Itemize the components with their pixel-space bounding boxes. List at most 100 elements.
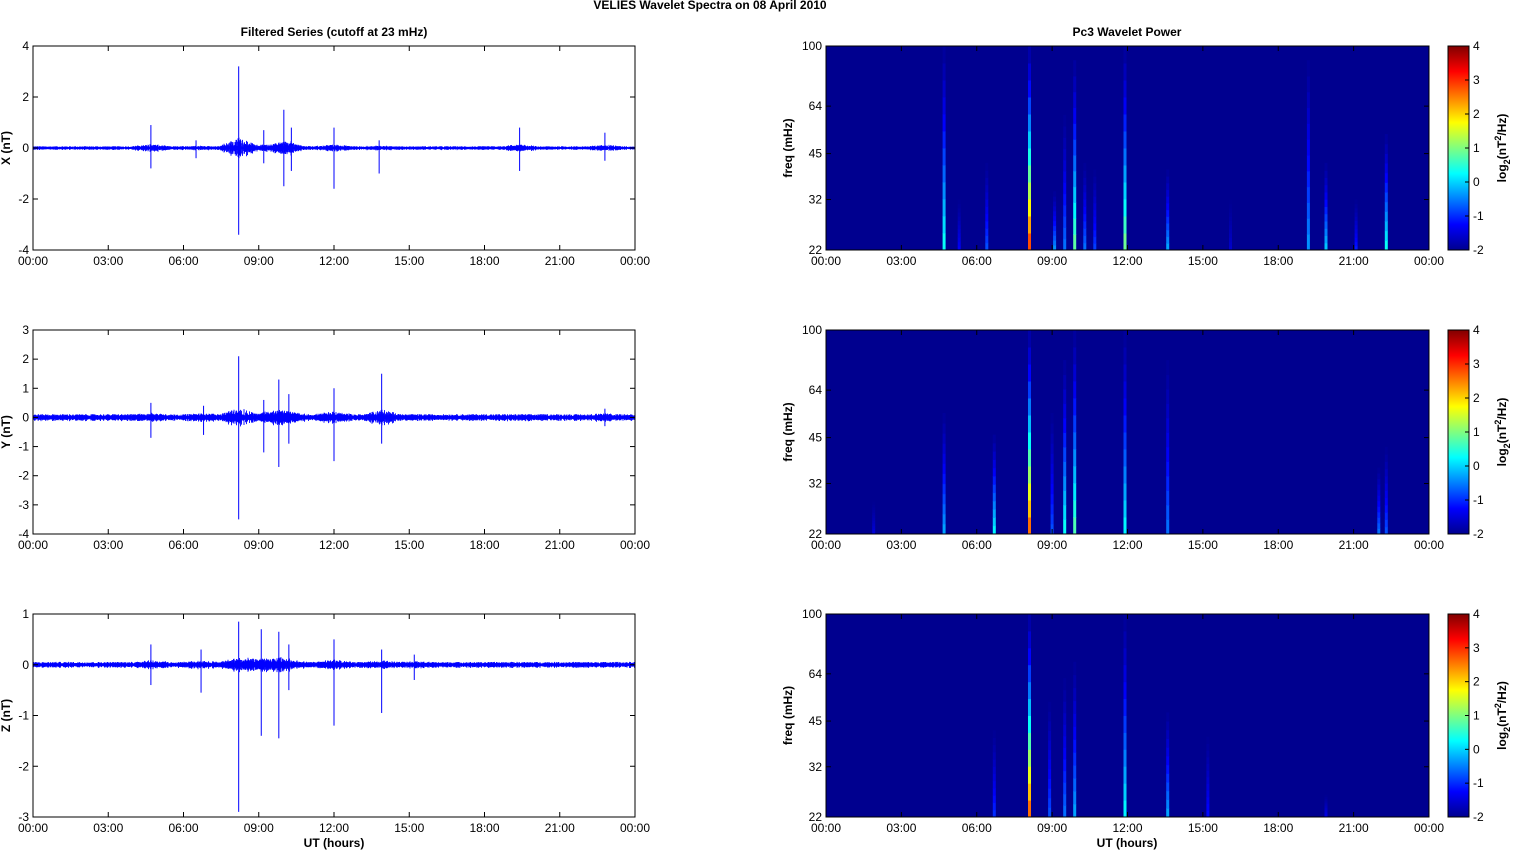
streak-segment <box>1324 802 1328 805</box>
streak-segment <box>1053 206 1057 212</box>
streak-segment <box>942 165 946 183</box>
streak-segment <box>1306 202 1310 219</box>
streak-segment <box>1166 236 1170 244</box>
streak-segment <box>1063 432 1067 448</box>
streak-segment <box>942 433 946 444</box>
streak-segment <box>1384 490 1388 499</box>
streak-segment <box>1028 681 1031 700</box>
streak-segment <box>1229 224 1232 230</box>
colorbar-tick-label: 3 <box>1473 73 1480 87</box>
x-tick-label-left-0-5: 15:00 <box>394 254 424 268</box>
streak-segment <box>957 216 961 221</box>
streak-segment <box>1028 800 1031 818</box>
streak-segment <box>992 500 996 510</box>
x-tick-label-right-1-1: 03:00 <box>886 538 916 552</box>
streak-segment <box>985 170 989 178</box>
streak-segment <box>1123 148 1127 166</box>
streak-segment <box>1028 766 1031 784</box>
y-tick-label: 0 <box>22 141 29 155</box>
y-axis-label: Z (nT) <box>0 699 13 732</box>
streak-segment <box>1324 798 1328 801</box>
streak-segment <box>1093 169 1097 177</box>
y-tick-label: -3 <box>18 810 29 824</box>
streak-segment <box>1384 163 1388 174</box>
streak-segment <box>1028 732 1031 750</box>
streak-segment <box>1073 139 1077 156</box>
streak-segment <box>1229 216 1232 221</box>
streak-segment <box>1063 374 1067 390</box>
y-tick-label: 45 <box>809 431 823 445</box>
streak-segment <box>1123 647 1127 666</box>
streak-segment <box>1063 724 1067 737</box>
streak-segment <box>1166 403 1170 419</box>
power-streak-11 <box>1229 199 1232 251</box>
streak-segment <box>1073 218 1077 235</box>
streak-segment <box>942 413 946 424</box>
left-column-title: Filtered Series (cutoff at 23 mHz) <box>241 25 428 39</box>
streak-segment <box>1384 454 1388 462</box>
streak-segment <box>992 492 996 502</box>
power-streak-5 <box>1123 614 1127 818</box>
y-tick-label: 0 <box>22 658 29 672</box>
streak-segment <box>1354 229 1358 234</box>
streak-segment <box>1229 237 1232 243</box>
power-streak-14 <box>1354 199 1358 251</box>
streak-segment <box>1384 512 1388 520</box>
y-tick-label: 45 <box>809 714 823 728</box>
streak-segment <box>1063 418 1067 433</box>
streak-segment <box>1093 229 1097 238</box>
streak-segment <box>1377 500 1381 507</box>
streak-segment <box>1166 756 1170 766</box>
streak-segment <box>1050 453 1054 464</box>
streak-segment <box>992 467 996 477</box>
streak-segment <box>1384 461 1388 470</box>
x-tick-label-right-2-7: 21:00 <box>1339 821 1369 835</box>
streak-segment <box>1306 155 1310 172</box>
colorbar-tick-label: 3 <box>1473 357 1480 371</box>
power-streak-8 <box>1324 794 1328 818</box>
streak-segment <box>1048 749 1052 760</box>
streak-segment <box>1073 234 1077 251</box>
y-tick-label: -2 <box>18 192 29 206</box>
streak-segment <box>1166 476 1170 491</box>
streak-segment <box>872 509 876 513</box>
streak-segment <box>1053 240 1057 246</box>
streak-segment <box>1166 229 1170 238</box>
x-tick-label-right-0-5: 15:00 <box>1188 254 1218 268</box>
streak-segment <box>1166 712 1170 722</box>
streak-segment <box>1229 233 1232 238</box>
x-axis-label-right: UT (hours) <box>1097 836 1158 850</box>
streak-segment <box>1083 177 1087 186</box>
streak-segment <box>992 509 996 518</box>
streak-segment <box>1384 153 1388 164</box>
streak-segment <box>1073 364 1077 382</box>
streak-segment <box>1166 729 1170 739</box>
streak-segment <box>1306 91 1310 109</box>
streak-segment <box>1166 209 1170 217</box>
x-tick-label-right-1-0: 00:00 <box>811 538 841 552</box>
streak-segment <box>1324 162 1328 171</box>
streak-segment <box>985 221 989 229</box>
streak-segment <box>1093 223 1097 231</box>
streak-segment <box>1028 216 1031 234</box>
colorbar-tick-label: 0 <box>1473 175 1480 189</box>
streak-segment <box>957 199 961 205</box>
x-tick-label-left-1-7: 21:00 <box>545 538 575 552</box>
x-tick-label-right-1-7: 21:00 <box>1339 538 1369 552</box>
x-tick-label-right-2-1: 03:00 <box>886 821 916 835</box>
streak-segment <box>1063 736 1067 749</box>
spectrogram-background <box>826 330 1429 534</box>
streak-segment <box>1083 221 1087 229</box>
streak-segment <box>1048 788 1052 799</box>
streak-segment <box>1028 148 1031 166</box>
streak-segment <box>1053 230 1057 236</box>
streak-segment <box>1166 389 1170 405</box>
streak-segment <box>1166 189 1170 197</box>
streak-segment <box>1123 466 1127 484</box>
streak-segment <box>942 80 946 98</box>
streak-segment <box>1324 794 1328 797</box>
colorbar: 4 3 2 1 0 -1 -2 log2(nT2/Hz) <box>1447 39 1512 257</box>
figure-title: VELIES Wavelet Spectra on 08 April 2010 <box>593 0 827 12</box>
